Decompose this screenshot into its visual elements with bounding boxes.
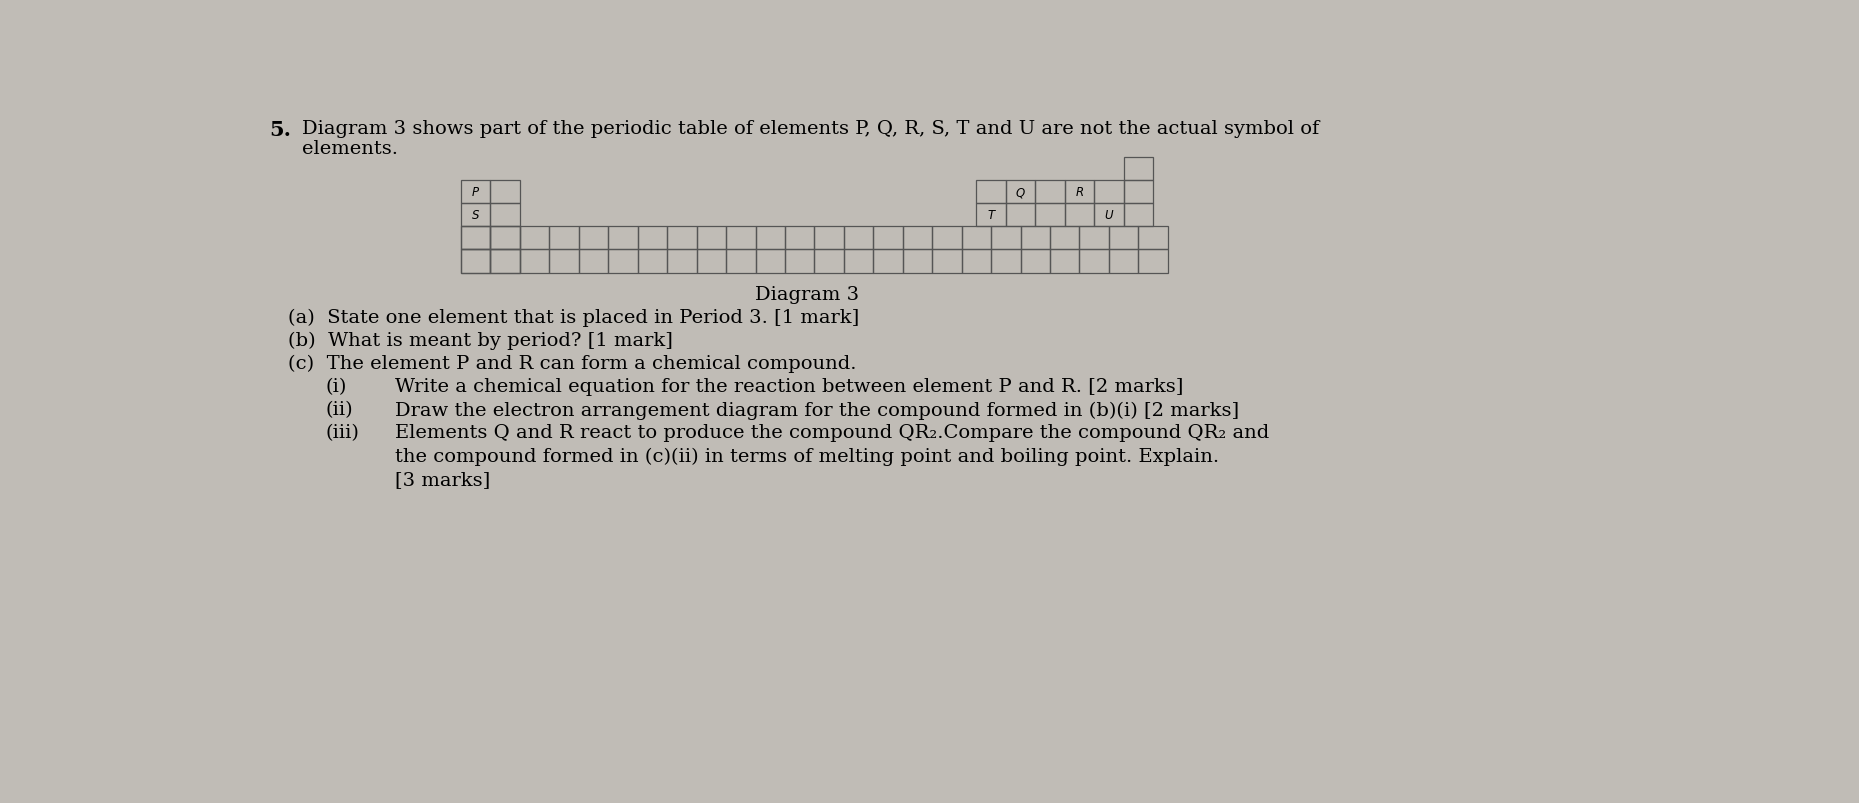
Text: [3 marks]: [3 marks] <box>396 470 491 488</box>
Bar <box>461 251 491 273</box>
Bar <box>976 204 1006 227</box>
Text: 5.: 5. <box>270 120 292 140</box>
Text: (c)  The element P and R can form a chemical compound.: (c) The element P and R can form a chemi… <box>288 355 857 373</box>
Text: P: P <box>472 186 480 199</box>
Text: Diagram 3 shows part of the periodic table of elements P, Q, R, S, T and U are n: Diagram 3 shows part of the periodic tab… <box>303 120 1320 137</box>
Bar <box>814 227 844 251</box>
Bar <box>1123 158 1153 181</box>
Text: (ii): (ii) <box>325 401 353 419</box>
Bar <box>550 251 578 273</box>
Bar <box>667 251 697 273</box>
Bar <box>1138 251 1167 273</box>
Bar <box>461 251 491 273</box>
Bar <box>697 251 727 273</box>
Text: elements.: elements. <box>303 141 398 158</box>
Bar <box>991 251 1021 273</box>
Bar <box>461 227 491 251</box>
Bar <box>931 251 961 273</box>
Text: (a)  State one element that is placed in Period 3. [1 mark]: (a) State one element that is placed in … <box>288 308 859 327</box>
Bar <box>961 251 991 273</box>
Bar <box>931 227 961 251</box>
Bar <box>1080 251 1110 273</box>
Bar <box>638 227 667 251</box>
Bar <box>1080 227 1110 251</box>
Text: Draw the electron arrangement diagram for the compound formed in (b)(i) [2 marks: Draw the electron arrangement diagram fo… <box>396 401 1240 419</box>
Bar <box>491 227 521 251</box>
Bar <box>1123 204 1153 227</box>
Text: Elements Q and R react to produce the compound QR₂.Compare the compound QR₂ and: Elements Q and R react to produce the co… <box>396 424 1270 442</box>
Bar <box>1035 181 1065 204</box>
Bar <box>1095 204 1123 227</box>
Bar <box>491 251 521 273</box>
Text: Write a chemical equation for the reaction between element P and R. [2 marks]: Write a chemical equation for the reacti… <box>396 378 1184 396</box>
Bar <box>608 251 638 273</box>
Bar <box>491 181 521 204</box>
Bar <box>1095 181 1123 204</box>
Bar <box>1006 204 1035 227</box>
Bar <box>578 251 608 273</box>
Bar <box>1110 251 1138 273</box>
Bar <box>844 251 874 273</box>
Bar <box>991 227 1021 251</box>
Text: (iii): (iii) <box>325 424 359 442</box>
Bar <box>874 227 903 251</box>
Bar <box>844 227 874 251</box>
Bar <box>961 227 991 251</box>
Bar <box>1006 181 1035 204</box>
Bar <box>1138 227 1167 251</box>
Bar <box>461 227 491 251</box>
Bar <box>1050 227 1080 251</box>
Bar <box>1123 181 1153 204</box>
Bar <box>550 227 578 251</box>
Text: R: R <box>1075 186 1084 199</box>
Bar <box>608 227 638 251</box>
Bar <box>491 251 521 273</box>
Bar <box>491 227 521 251</box>
Bar <box>903 227 931 251</box>
Text: Diagram 3: Diagram 3 <box>755 286 859 304</box>
Bar <box>814 251 844 273</box>
Bar <box>461 181 491 204</box>
Text: (b)  What is meant by period? [1 mark]: (b) What is meant by period? [1 mark] <box>288 332 673 350</box>
Bar <box>1021 227 1050 251</box>
Bar <box>1050 251 1080 273</box>
Bar <box>521 227 550 251</box>
Text: Q: Q <box>1015 186 1024 199</box>
Text: T: T <box>987 209 995 222</box>
Bar <box>578 227 608 251</box>
Text: (i): (i) <box>325 378 348 396</box>
Bar <box>491 204 521 227</box>
Bar <box>784 227 814 251</box>
Bar <box>697 227 727 251</box>
Text: S: S <box>472 209 480 222</box>
Text: the compound formed in (c)(ii) in terms of melting point and boiling point. Expl: the compound formed in (c)(ii) in terms … <box>396 447 1220 465</box>
Bar <box>903 251 931 273</box>
Bar <box>1021 251 1050 273</box>
Bar <box>1110 227 1138 251</box>
Bar <box>784 251 814 273</box>
Bar <box>667 227 697 251</box>
Text: U: U <box>1104 209 1114 222</box>
Bar <box>874 251 903 273</box>
Bar <box>1035 204 1065 227</box>
Bar <box>1065 181 1095 204</box>
Bar <box>727 251 755 273</box>
Bar <box>521 251 550 273</box>
Bar <box>727 227 755 251</box>
Bar <box>755 251 784 273</box>
Bar <box>461 204 491 227</box>
Bar <box>1065 204 1095 227</box>
Bar <box>638 251 667 273</box>
Bar <box>976 181 1006 204</box>
Bar <box>755 227 784 251</box>
